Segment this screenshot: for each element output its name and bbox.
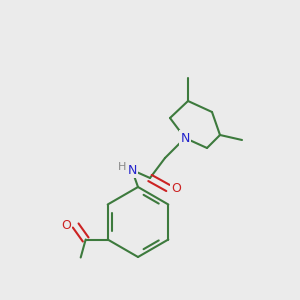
Text: N: N (180, 131, 190, 145)
Text: O: O (171, 182, 181, 194)
Text: N: N (127, 164, 137, 176)
Text: O: O (61, 219, 70, 232)
Text: H: H (118, 162, 126, 172)
